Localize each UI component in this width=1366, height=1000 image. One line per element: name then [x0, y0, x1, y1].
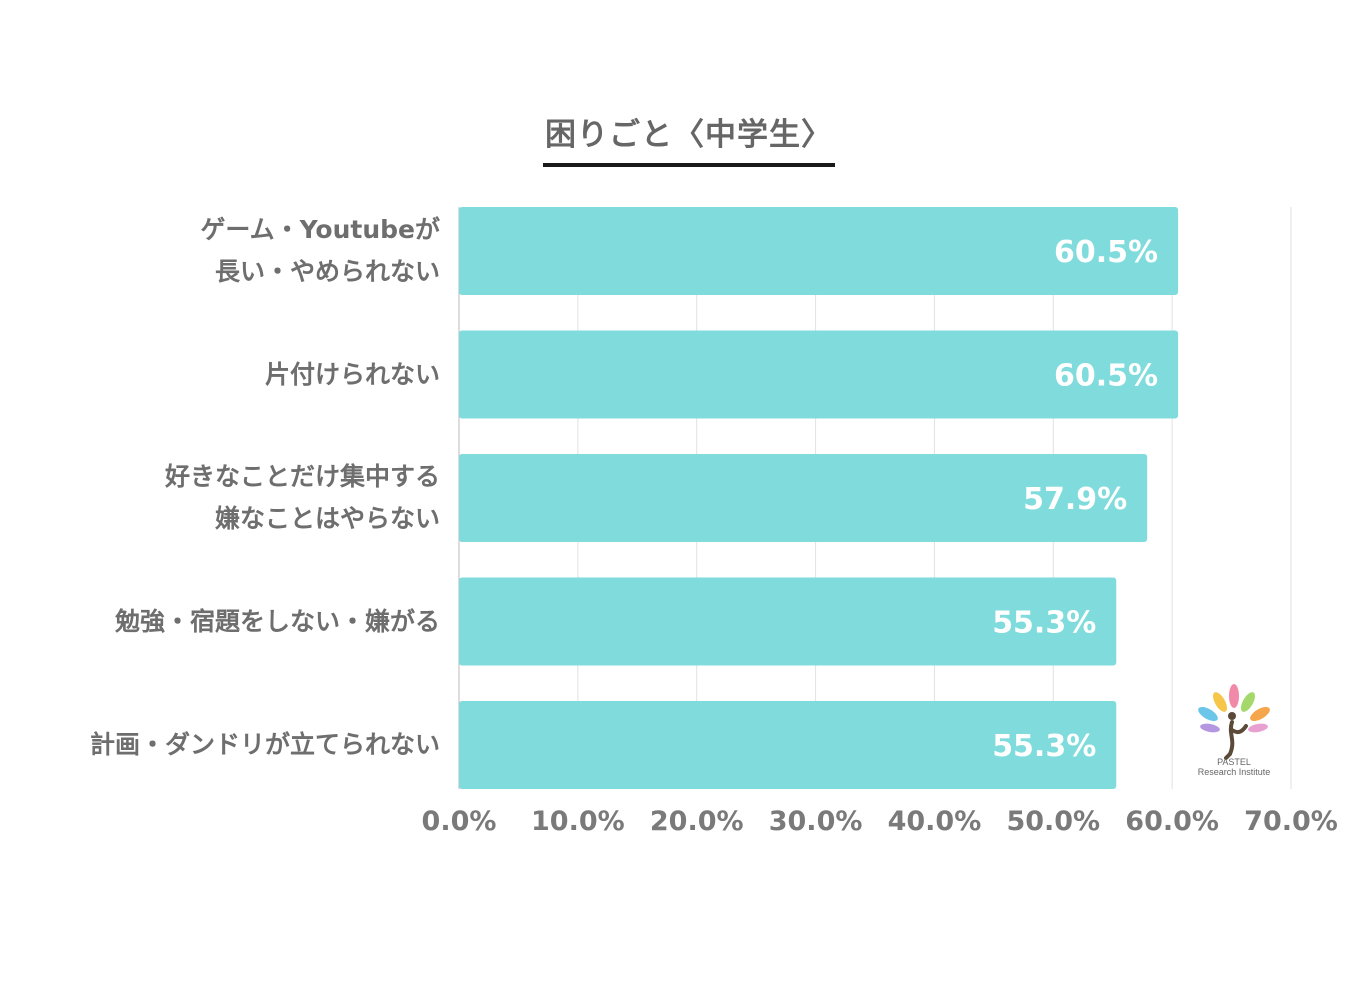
logo-petal	[1213, 692, 1227, 712]
bar	[459, 207, 1179, 295]
logo-figure-body	[1224, 720, 1248, 760]
bar-value-label: 55.3%	[992, 606, 1096, 641]
category-label: 計画・ダンドリが立てられない	[90, 724, 440, 766]
category-label: 片付けられない	[265, 354, 440, 396]
logo-figure-head	[1228, 712, 1236, 720]
bar	[459, 577, 1117, 666]
logo-petal	[1200, 723, 1220, 733]
logo-petal	[1198, 707, 1218, 721]
x-tick-label: 60.0%	[1125, 806, 1219, 837]
logo-text-line2: Research Institute	[1197, 767, 1271, 777]
bar	[459, 330, 1179, 419]
bar-value-label: 60.5%	[1054, 359, 1158, 394]
chart-title-block: 困りごと〈中学生〉	[543, 112, 835, 167]
category-label-line: 好きなことだけ集中する	[164, 462, 440, 491]
pastel-logo	[1198, 684, 1270, 760]
x-tick-label: 70.0%	[1244, 806, 1338, 837]
bar	[459, 454, 1148, 542]
x-tick-label: 0.0%	[422, 806, 497, 837]
category-label-line: ゲーム・Youtubeが	[200, 215, 440, 244]
logo-petal	[1248, 723, 1268, 733]
x-tick-label: 40.0%	[888, 806, 982, 837]
bar-value-label: 60.5%	[1054, 235, 1158, 270]
category-label-line: 勉強・宿題をしない・嫌がる	[114, 606, 440, 636]
chart-title: 困りごと〈中学生〉	[545, 117, 833, 153]
logo-petal	[1250, 707, 1270, 721]
x-tick-label: 20.0%	[650, 806, 744, 837]
category-label: ゲーム・Youtubeが長い・やめられない	[200, 209, 440, 293]
x-tick-label: 10.0%	[531, 806, 625, 837]
logo-petal	[1241, 692, 1255, 712]
bar-value-label: 57.9%	[1023, 482, 1127, 517]
bar	[459, 701, 1117, 789]
logo-petal	[1229, 684, 1239, 708]
logo-text: PASTEL Research Institute	[1186, 757, 1282, 777]
logo-text-line1: PASTEL	[1217, 757, 1251, 767]
x-tick-label: 50.0%	[1006, 806, 1100, 837]
category-label-line: 嫌なことはやらない	[214, 504, 440, 533]
category-label-line: 片付けられない	[264, 359, 440, 389]
category-label-line: 長い・やめられない	[214, 257, 440, 286]
category-label: 勉強・宿題をしない・嫌がる	[115, 601, 440, 643]
category-label: 好きなことだけ集中する嫌なことはやらない	[165, 456, 440, 540]
bar-value-label: 55.3%	[992, 729, 1096, 764]
x-tick-label: 30.0%	[769, 806, 863, 837]
category-label-line: 計画・ダンドリが立てられない	[89, 730, 440, 759]
